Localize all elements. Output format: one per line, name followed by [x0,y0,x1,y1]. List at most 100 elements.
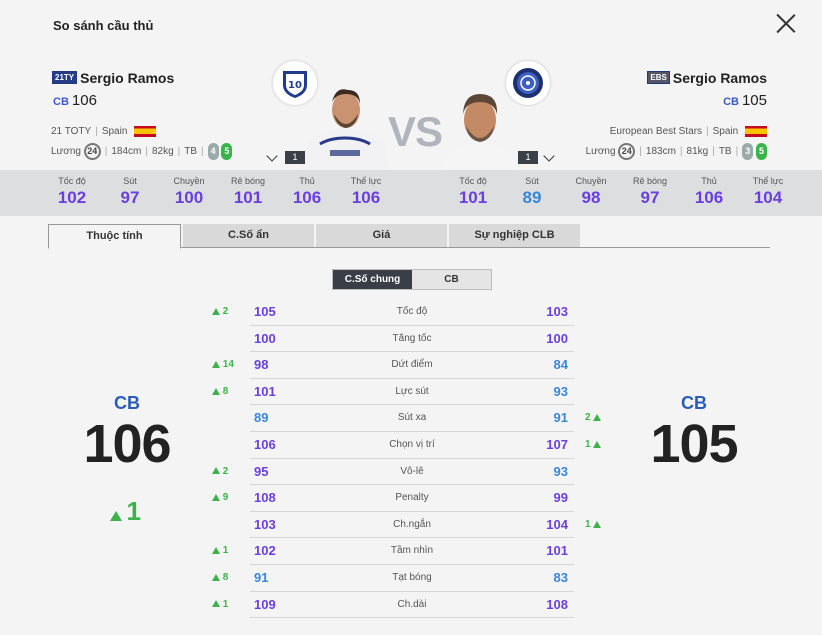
right-attr-value: 93 [553,463,568,479]
left-diff-value: 8 [222,572,229,583]
triangle-up-icon [593,414,602,422]
right-upgrade-level: 1 [518,151,538,164]
right-salary: 24 [618,143,636,160]
left-stat-label: Thủ [299,176,315,186]
left-attr-value: 102 [254,543,276,559]
spain-flag-icon [134,126,157,137]
right-diff: 2 [585,412,617,423]
left-attr-value: 98 [254,357,269,373]
right-weight: 81kg [686,146,709,158]
right-attr-value: 93 [553,383,568,399]
row-divider [250,617,574,619]
triangle-up-icon [212,547,220,555]
row-divider [250,510,574,512]
left-salary-label: Lương [51,146,81,158]
triangle-up-icon [110,510,122,521]
row-divider [250,324,574,326]
left-position: CB [53,96,69,108]
svg-text:10: 10 [288,80,302,91]
right-salary-label: Lương [585,146,616,158]
left-summary-ovr: 106 [83,414,171,474]
right-season-tag: EBS [647,71,670,85]
attr-name: Tầm nhìn [390,545,434,557]
chevron-down-icon[interactable] [266,150,278,162]
left-stat-value: 101 [233,188,263,207]
tab-club-career[interactable]: Sự nghiệp CLB [449,224,580,247]
row-divider [250,563,574,565]
left-ovr: 106 [71,92,97,109]
right-diff: 1 [585,439,617,450]
left-summary-diff: 1 [110,496,141,527]
left-attr-value: 103 [254,516,276,532]
table-row: 2 95 Vô-lê 93 [0,459,822,486]
right-ovr: 105 [741,92,767,109]
left-season-row: 21 TOTY | Spain [51,126,157,138]
triangle-up-icon [212,467,220,475]
triangle-up-icon [212,387,220,395]
triangle-up-icon [212,307,220,315]
segment-general[interactable]: C.Số chung [333,270,412,289]
left-diff: 1 [212,599,244,610]
attr-name: Chọn vị trí [389,439,435,450]
row-divider [250,457,574,459]
row-divider [250,377,574,379]
left-attr-value: 105 [254,304,276,319]
left-stat-value: 100 [174,188,204,207]
left-summary-diff-value: 1 [126,496,141,526]
stat-mode-toggle: C.Số chung CB [332,269,492,290]
right-summary-position: CB [681,393,707,413]
row-divider [250,537,574,539]
right-attr-value: 101 [546,543,568,559]
right-stat-value: 106 [694,188,724,207]
left-diff-value: 1 [222,545,229,557]
close-icon[interactable] [775,12,797,34]
left-height: 184cm [111,146,142,158]
right-nation: Spain [712,126,739,138]
right-stat-label: Thể lực [752,176,784,186]
tab-price[interactable]: Giá [316,224,447,247]
left-stat-label: Chuyền [173,176,205,186]
left-stat-value: 97 [120,188,140,207]
left-stat-4: Thủ 106 [277,176,337,208]
left-stat-3: Rê bóng 101 [218,176,278,208]
left-diff: 9 [212,492,244,503]
left-weak-foot: 4 [207,143,219,160]
left-attr-value: 95 [254,463,269,479]
tab-attributes[interactable]: Thuộc tính [48,224,181,249]
left-attr-value: 106 [254,437,276,452]
right-position: CB [723,96,739,108]
left-attr-value: 109 [254,596,276,612]
right-attr-value: 91 [553,410,568,426]
triangle-up-icon [212,494,220,502]
left-info-row: Lương 24 | 184cm | 82kg | TB | 4 5 [51,143,233,160]
attr-name: Ch.dài [397,598,427,610]
table-row: 89 Sút xa 91 2 [0,405,822,432]
triangle-up-icon [593,440,602,448]
segment-cb[interactable]: CB [412,270,491,289]
right-diff-value: 1 [585,439,591,450]
right-stat-4: Thủ 106 [679,176,739,208]
table-row: 1 109 Ch.dài 108 [0,592,822,619]
left-diff: 8 [212,386,244,397]
right-player-rating: CB 105 [723,92,767,110]
attr-name: Tăng tốc [392,332,432,344]
right-stat-label: Chuyền [575,176,607,186]
chevron-down-icon[interactable] [543,150,555,162]
right-attr-value: 103 [546,304,568,319]
table-row: 9 108 Penalty 99 [0,485,822,512]
left-season-name: 21 TOTY [51,126,92,138]
right-stat-0: Tốc độ 101 [443,176,503,208]
table-row: 8 101 Lực sút 93 [0,379,822,406]
right-stat-5: Thể lực 104 [738,176,798,208]
right-stat-label: Sút [525,176,539,186]
left-diff-value: 8 [222,385,229,397]
right-stat-2: Chuyền 98 [561,176,621,208]
left-summary-position: CB [114,393,140,413]
right-info-row: Lương 24 | 183cm | 81kg | TB | 3 5 [586,143,767,160]
tab-hidden-stats[interactable]: C.Số ẩn [183,224,314,247]
left-diff: 14 [212,359,244,370]
left-diff: 2 [212,306,244,317]
right-attr-value: 107 [546,437,568,452]
table-row: 14 98 Dứt điểm 84 [0,352,822,379]
